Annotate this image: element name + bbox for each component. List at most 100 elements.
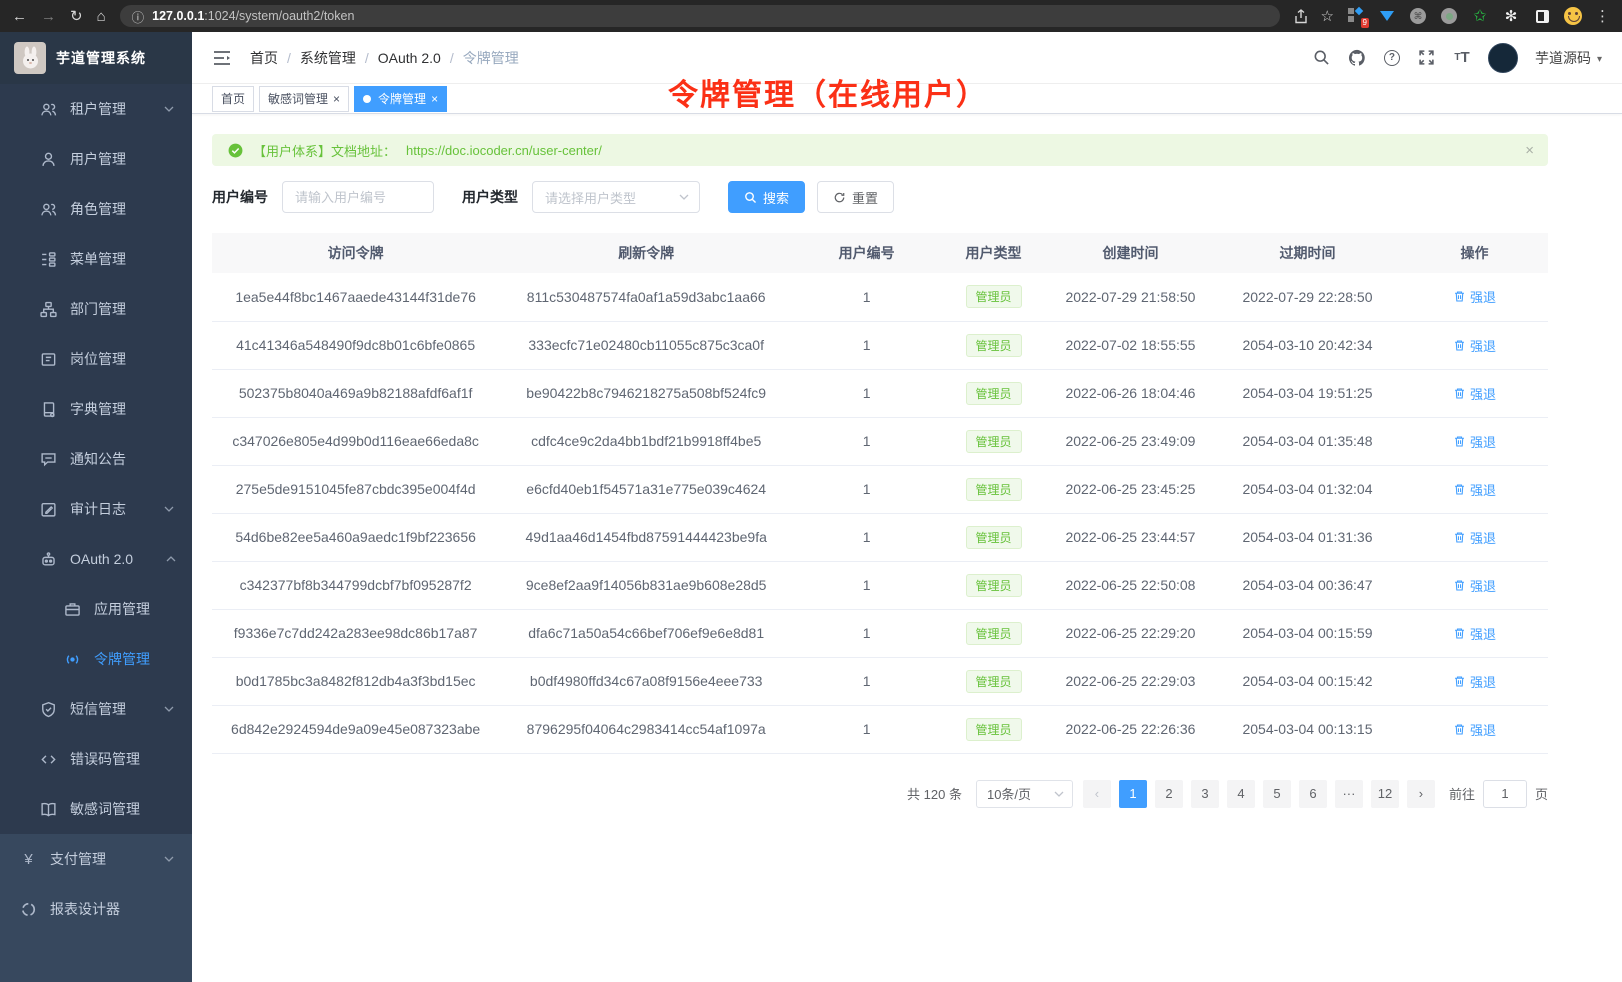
page-button-6[interactable]: 6	[1298, 779, 1327, 808]
sidebar-toggle-icon[interactable]	[212, 48, 232, 68]
browser-home-icon[interactable]: ⌂	[96, 7, 106, 25]
close-icon[interactable]: ×	[333, 91, 341, 106]
code-icon	[40, 751, 57, 768]
sidebar-item-tenant[interactable]: 租户管理	[0, 84, 192, 134]
page-button-3[interactable]: 3	[1190, 779, 1219, 808]
sidebar-item-role[interactable]: 角色管理	[0, 184, 192, 234]
force-logout-button[interactable]: 强退	[1453, 384, 1496, 403]
sidebar-item-oauth-token[interactable]: 令牌管理	[0, 634, 192, 684]
access-token-cell: 502375b8040a469a9b82188afdf6af1f	[212, 369, 500, 418]
search-icon[interactable]	[1313, 49, 1331, 67]
force-logout-button[interactable]: 强退	[1453, 480, 1496, 499]
breadcrumb-home[interactable]: 首页	[250, 49, 278, 66]
sidebar-item-oauth[interactable]: OAuth 2.0	[0, 534, 192, 584]
github-icon[interactable]	[1348, 49, 1366, 67]
extension-blocks-icon[interactable]: 9	[1347, 6, 1369, 28]
force-logout-button[interactable]: 强退	[1453, 576, 1496, 595]
create-time-cell: 2022-07-29 21:58:50	[1046, 273, 1214, 322]
refresh-icon	[834, 192, 845, 202]
sidebar-item-errcode[interactable]: 错误码管理	[0, 734, 192, 784]
extension-star-icon[interactable]: ✩	[1473, 8, 1487, 25]
force-logout-button[interactable]: 强退	[1453, 624, 1496, 643]
sidebar-item-post[interactable]: 岗位管理	[0, 334, 192, 384]
doc-link[interactable]: https://doc.iocoder.cn/user-center/	[406, 142, 602, 158]
sidebar: 芋道管理系统 租户管理 用户管理 角色管理 菜单管理 部门管理 岗位管理	[0, 32, 192, 982]
reset-button[interactable]: 重置	[817, 181, 895, 213]
share-icon[interactable]	[1294, 8, 1308, 24]
sidebar-item-audit[interactable]: 审计日志	[0, 484, 192, 534]
refresh-token-cell: e6cfd40eb1f54571a31e775e039c4624	[499, 465, 794, 514]
sidebar-item-user[interactable]: 用户管理	[0, 134, 192, 184]
access-token-cell: f9336e7c7dd242a283ee98dc86b17a87	[212, 609, 500, 658]
extension-gem-icon[interactable]	[1378, 7, 1396, 25]
trash-icon	[1455, 676, 1464, 686]
browser-menu-icon[interactable]: ⋮	[1595, 7, 1610, 25]
browser-chrome: ← → ↻ ⌂ ⓘ 127.0.0.1:1024/system/oauth2/t…	[0, 0, 1622, 32]
table-row: 275e5de9151045fe87cbdc395e004f4d e6cfd40…	[212, 465, 1548, 514]
refresh-token-cell: 49d1aa46d1454fbd87591444423be9fa	[499, 513, 794, 562]
force-logout-button[interactable]: 强退	[1453, 672, 1496, 691]
user-type-cell: 管理员	[940, 321, 1047, 370]
breadcrumb-oauth[interactable]: OAuth 2.0	[377, 49, 441, 66]
goto-page-input[interactable]	[1482, 779, 1527, 808]
chevron-down-icon	[679, 194, 689, 200]
briefcase-icon	[64, 601, 81, 618]
extension-pinwheel-icon[interactable]: ✻	[1504, 8, 1518, 25]
force-logout-button[interactable]: 强退	[1453, 528, 1496, 547]
page-more-button[interactable]: ···	[1334, 779, 1363, 808]
help-icon[interactable]: ?	[1383, 49, 1401, 67]
force-logout-button[interactable]: 强退	[1453, 432, 1496, 451]
tab-sensitive-words[interactable]: 敏感词管理 ×	[259, 85, 350, 112]
sidebar-item-menu[interactable]: 菜单管理	[0, 234, 192, 284]
browser-reload-icon[interactable]: ↻	[70, 7, 83, 25]
extension-sidebar-icon[interactable]	[1533, 7, 1551, 25]
search-button[interactable]: 搜索	[728, 181, 806, 213]
sidebar-item-sms[interactable]: 短信管理	[0, 684, 192, 734]
sidebar-item-report[interactable]: 报表设计器	[0, 884, 192, 934]
table-row: b0d1785bc3a8482f812db4a3f3bd15ec b0df498…	[212, 657, 1548, 706]
close-icon[interactable]: ×	[431, 91, 439, 106]
user-type-cell: 管理员	[940, 609, 1047, 658]
sidebar-item-oauth-app[interactable]: 应用管理	[0, 584, 192, 634]
alert-close-icon[interactable]: ×	[1525, 141, 1534, 159]
page-button-1[interactable]: 1	[1118, 779, 1147, 808]
user-avatar[interactable]	[1487, 42, 1518, 73]
breadcrumb-system[interactable]: 系统管理	[299, 49, 356, 66]
sidebar-item-dict[interactable]: 字典管理	[0, 384, 192, 434]
page-button-12[interactable]: 12	[1370, 779, 1399, 808]
extension-command-icon[interactable]: ⌘	[1409, 7, 1427, 25]
force-logout-button[interactable]: 强退	[1453, 336, 1496, 355]
sidebar-item-pay[interactable]: ¥ 支付管理	[0, 834, 192, 884]
user-id-cell: 1	[793, 465, 941, 514]
next-page-button[interactable]: ›	[1406, 779, 1435, 808]
page-button-5[interactable]: 5	[1262, 779, 1291, 808]
force-logout-button[interactable]: 强退	[1453, 287, 1496, 306]
user-id-input[interactable]	[282, 181, 434, 213]
tab-token-management[interactable]: 令牌管理 ×	[354, 85, 448, 112]
tab-home[interactable]: 首页	[212, 85, 255, 112]
user-id-cell: 1	[793, 609, 941, 658]
profile-avatar-icon[interactable]	[1564, 7, 1582, 25]
bookmark-star-icon[interactable]: ☆	[1320, 7, 1334, 25]
page-button-2[interactable]: 2	[1154, 779, 1183, 808]
site-info-icon[interactable]: ⓘ	[131, 10, 145, 25]
message-icon	[40, 451, 57, 468]
force-logout-button[interactable]: 强退	[1453, 720, 1496, 739]
user-type-select[interactable]: 请选择用户类型	[532, 181, 700, 213]
extension-record-icon[interactable]	[1440, 7, 1458, 25]
page-button-4[interactable]: 4	[1226, 779, 1255, 808]
prev-page-button[interactable]: ‹	[1082, 779, 1111, 808]
address-bar[interactable]: ⓘ 127.0.0.1:1024/system/oauth2/token	[119, 5, 1280, 27]
browser-back-icon[interactable]: ←	[12, 7, 27, 25]
edit-square-icon	[40, 501, 57, 518]
page-size-select[interactable]: 10条/页	[975, 779, 1073, 808]
sidebar-item-sensitive[interactable]: 敏感词管理	[0, 784, 192, 834]
sidebar-item-dept[interactable]: 部门管理	[0, 284, 192, 334]
app-logo[interactable]: 芋道管理系统	[0, 32, 192, 84]
user-menu[interactable]: 芋道源码 ▾	[1534, 49, 1602, 66]
sidebar-item-notice[interactable]: 通知公告	[0, 434, 192, 484]
user-type-badge: 管理员	[965, 525, 1022, 549]
fullscreen-icon[interactable]	[1418, 49, 1436, 67]
browser-forward-icon[interactable]: →	[41, 7, 56, 25]
